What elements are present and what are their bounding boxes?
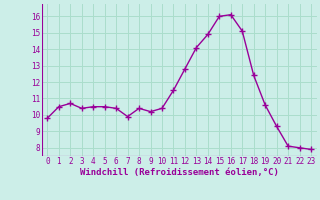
X-axis label: Windchill (Refroidissement éolien,°C): Windchill (Refroidissement éolien,°C) bbox=[80, 168, 279, 177]
